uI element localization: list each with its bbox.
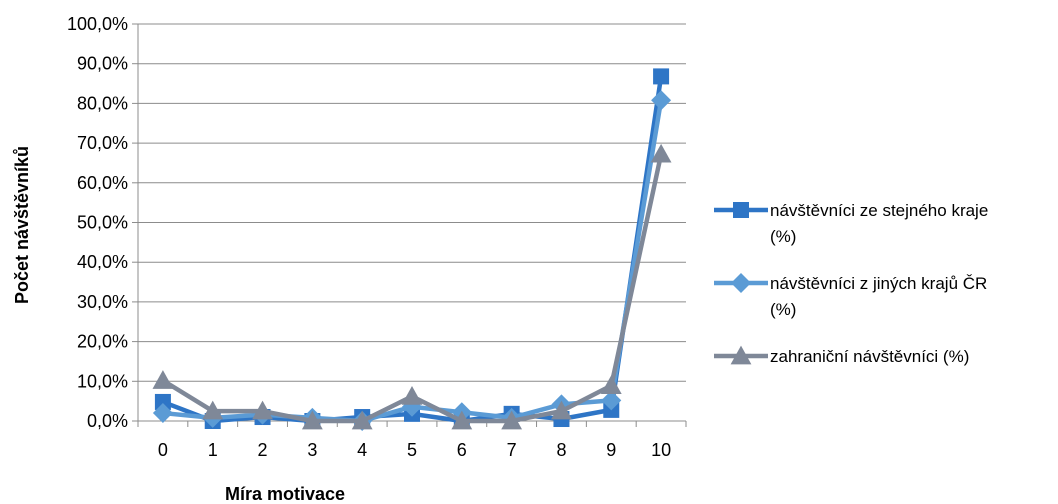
y-tick-label: 90,0% xyxy=(77,54,128,74)
triangle-marker xyxy=(252,400,273,420)
y-tick-label: 0,0% xyxy=(87,411,128,431)
x-tick-label: 10 xyxy=(651,440,671,460)
y-tick-label: 20,0% xyxy=(77,332,128,352)
y-axis-title: Počet návštěvníků xyxy=(12,146,32,304)
y-tick-label: 30,0% xyxy=(77,292,128,312)
triangle-marker xyxy=(600,375,622,394)
x-tick-label: 0 xyxy=(158,440,168,460)
series-1 xyxy=(154,68,670,429)
square-marker xyxy=(653,68,670,85)
triangle-marker xyxy=(401,385,423,405)
legend-label: (%) xyxy=(770,300,796,319)
diamond-marker xyxy=(152,403,173,424)
square-marker xyxy=(154,393,171,410)
legend-item: návštěvníci z jiných krajů ČR (%) xyxy=(714,273,987,319)
triangle-marker xyxy=(202,400,224,420)
diamond-marker xyxy=(601,390,622,411)
x-tick-label: 1 xyxy=(208,440,218,460)
y-tick-label: 100,0% xyxy=(67,14,128,34)
triangle-marker xyxy=(152,370,174,389)
triangle-marker xyxy=(650,143,672,163)
gridlines xyxy=(132,23,686,422)
y-tick-label: 50,0% xyxy=(77,213,128,233)
series-line xyxy=(162,99,664,424)
axes xyxy=(137,24,687,427)
y-tick-labels: 0,0% 10,0% 20,0% 30,0% 40,0% 50,0% 60,0% 70,0% 8… xyxy=(67,14,128,431)
series-line xyxy=(162,76,664,424)
legend-label: (%) xyxy=(770,227,796,246)
x-tick-label: 4 xyxy=(357,440,367,460)
x-tick-label: 3 xyxy=(307,440,317,460)
y-tick-label: 40,0% xyxy=(77,252,128,272)
x-tick-label: 8 xyxy=(556,440,566,460)
triangle-marker xyxy=(551,400,572,420)
diamond-marker xyxy=(651,90,672,111)
legend-item: zahraniční návštěvníci (%) xyxy=(714,345,969,366)
x-axis-title: Míra motivace xyxy=(225,484,345,504)
y-tick-label: 10,0% xyxy=(77,371,128,391)
y-tick-label: 80,0% xyxy=(77,93,128,113)
legend-item: návštěvníci ze stejného kraje (%) xyxy=(714,201,988,246)
square-marker xyxy=(733,202,749,218)
y-tick-label: 60,0% xyxy=(77,173,128,193)
y-tick-label: 70,0% xyxy=(77,133,128,153)
legend-label: návštěvníci z jiných krajů ČR xyxy=(770,274,987,293)
x-tick-label: 7 xyxy=(507,440,517,460)
series-2 xyxy=(152,90,672,431)
series-group xyxy=(152,68,672,431)
x-tick-label: 5 xyxy=(407,440,417,460)
triangle-marker xyxy=(451,410,473,430)
triangle-marker xyxy=(351,410,373,430)
triangle-marker xyxy=(501,410,523,430)
x-tick-labels: 0 1 2 3 4 5 6 7 8 9 10 xyxy=(158,440,671,460)
x-tick-label: 2 xyxy=(258,440,268,460)
x-tick-label: 9 xyxy=(606,440,616,460)
x-tick-label: 6 xyxy=(457,440,467,460)
series-3 xyxy=(152,143,672,430)
legend-label: návštěvníci ze stejného kraje xyxy=(770,201,988,220)
diamond-marker xyxy=(731,273,751,293)
triangle-marker xyxy=(301,410,323,430)
legend-label: zahraniční návštěvníci (%) xyxy=(770,347,969,366)
triangle-marker xyxy=(730,345,752,365)
legend: návštěvníci ze stejného kraje(%)návštěvn… xyxy=(714,201,988,366)
